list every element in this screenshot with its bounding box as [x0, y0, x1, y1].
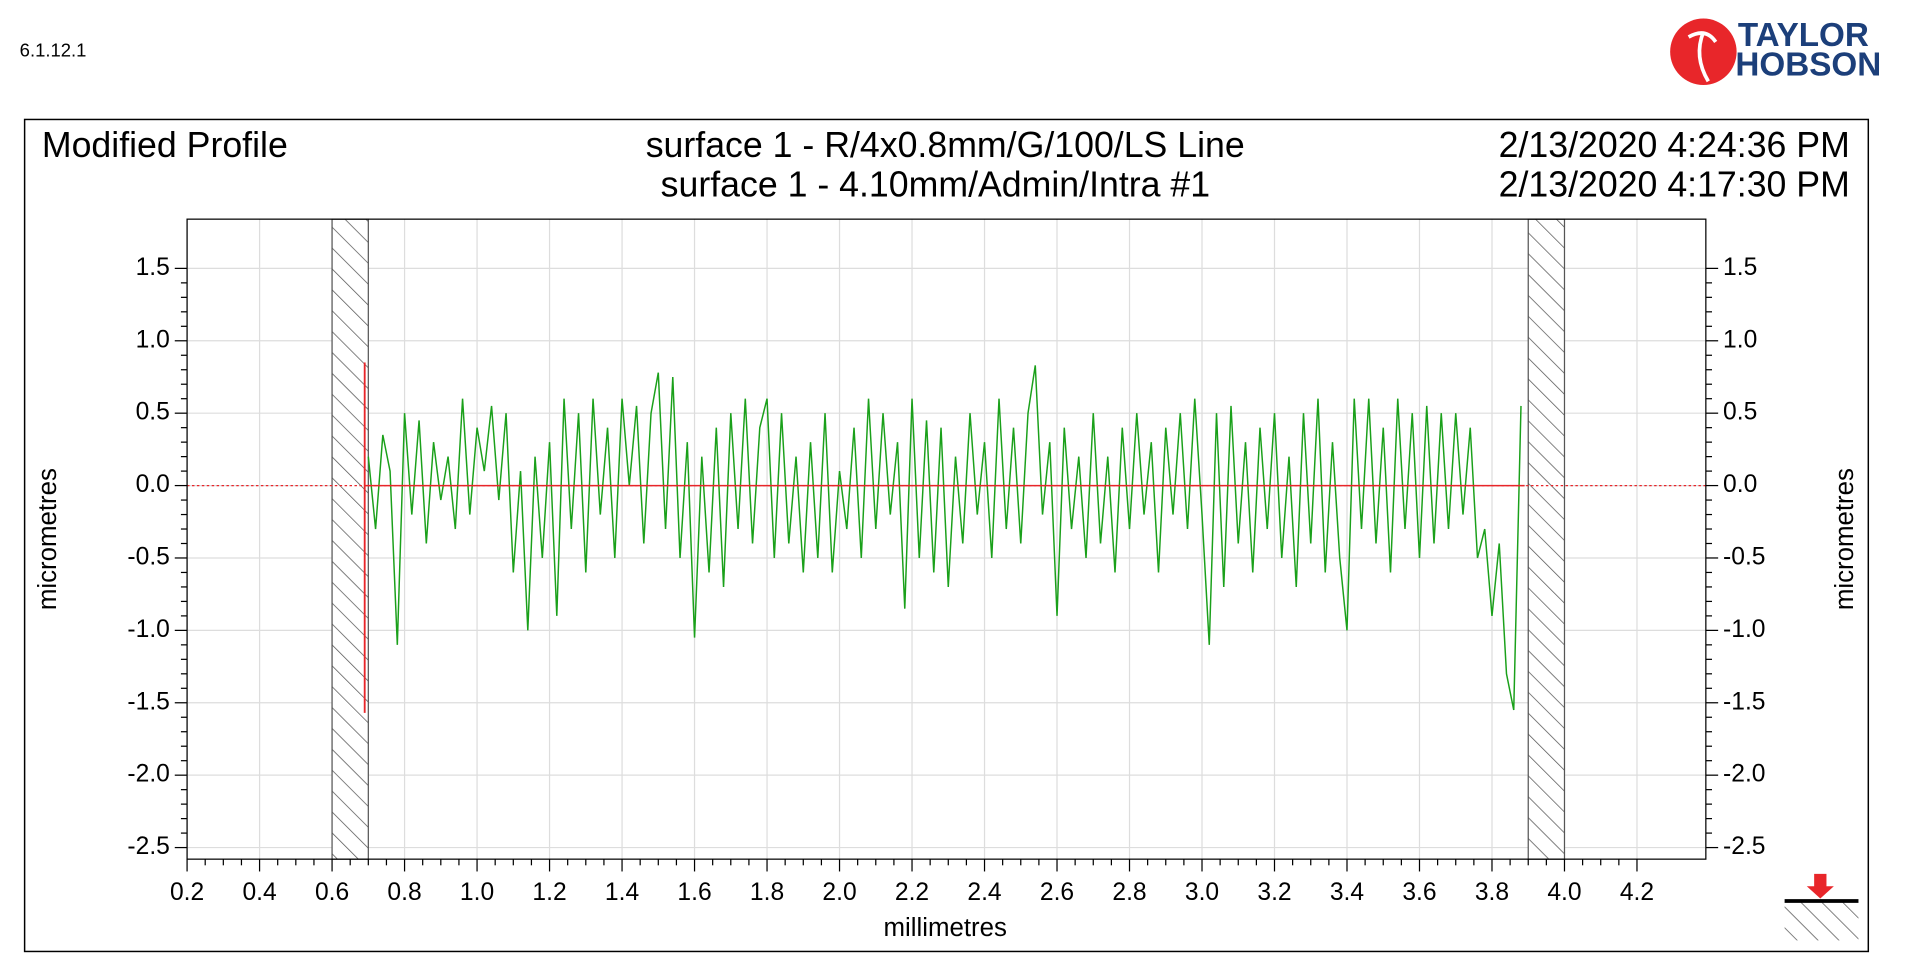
y-tick-label: -1.0 — [127, 616, 169, 643]
excluded-region — [1527, 218, 1566, 860]
x-tick-label: 1.4 — [605, 879, 639, 906]
x-tick-label: 1.0 — [460, 879, 494, 906]
icon-hatch — [1784, 901, 1859, 941]
y-tick-label: -2.0 — [1723, 761, 1765, 788]
x-tick-label: 0.2 — [170, 879, 204, 906]
y-tick-label: 1.5 — [136, 254, 170, 281]
x-tick-label: 1.6 — [677, 879, 711, 906]
x-tick-label: 3.2 — [1257, 879, 1291, 906]
logo-text: HOBSON — [1735, 46, 1881, 83]
y-tick-label: -0.5 — [127, 543, 169, 570]
frame — [23, 118, 1870, 953]
x-tick-label: 2.4 — [967, 879, 1001, 906]
x-tick-label: 0.6 — [315, 879, 349, 906]
icon-arrow — [1806, 873, 1834, 899]
plot-border — [186, 218, 1707, 860]
y-tick-label: 0.5 — [136, 399, 170, 426]
y-tick-label: 0.0 — [136, 471, 170, 498]
x-tick-label: 2.8 — [1112, 879, 1146, 906]
y-tick-label: 0.0 — [1723, 471, 1757, 498]
x-tick-label: 1.8 — [750, 879, 784, 906]
profile-line — [367, 365, 1522, 711]
x-tick-label: 3.8 — [1475, 879, 1509, 906]
logo-mark — [1670, 18, 1737, 86]
y-tick-label: 1.0 — [136, 326, 170, 353]
x-tick-label: 1.2 — [532, 879, 566, 906]
logo: TAYLOR HOBSON — [1670, 17, 1881, 86]
chart-title: Modified Profile — [42, 125, 288, 165]
x-tick-label: 0.4 — [242, 879, 276, 906]
plot: 0.2 0.4 0.6 0.8 1.0 1.2 1.4 1.6 1.8 2.0 2.2 2.4 2.6 2… — [127, 218, 1765, 906]
logo-glyph — [1687, 31, 1718, 83]
y-tick-label: -0.5 — [1723, 543, 1765, 570]
x-tick-label: 4.0 — [1547, 879, 1581, 906]
version: 6.1.12.1 — [20, 40, 87, 61]
date: 2/13/2020 4:24:36 PM — [1499, 125, 1850, 165]
y-axis-label: micrometres — [1831, 468, 1859, 610]
x-tick-label: 2.2 — [895, 879, 929, 906]
x-tick-label: 2.0 — [822, 879, 856, 906]
y-tick-label: -2.0 — [127, 761, 169, 788]
y-tick-label: 1.0 — [1723, 326, 1757, 353]
x-tick-label: 0.8 — [387, 879, 421, 906]
export-icon — [1784, 873, 1859, 941]
x-tick-label: 3.4 — [1330, 879, 1364, 906]
x-tick-label: 3.6 — [1402, 879, 1436, 906]
x-tick-label: 2.6 — [1040, 879, 1074, 906]
y-tick-label: -1.5 — [1723, 688, 1765, 715]
logo-text: TAYLOR — [1738, 17, 1869, 54]
y-axis-label: micrometres — [34, 468, 62, 610]
x-tick-label: 3.0 — [1185, 879, 1219, 906]
y-tick-label: -2.5 — [1723, 833, 1765, 860]
excluded-region — [331, 218, 369, 860]
y-tick-label: -1.5 — [127, 688, 169, 715]
date: 2/13/2020 4:17:30 PM — [1499, 165, 1850, 205]
subtitle: surface 1 - 4.10mm/Admin/Intra #1 — [661, 165, 1210, 205]
y-tick-label: 0.5 — [1723, 399, 1757, 426]
y-tick-label: 1.5 — [1723, 254, 1757, 281]
x-tick-label: 4.2 — [1620, 879, 1654, 906]
subtitle: surface 1 - R/4x0.8mm/G/100/LS Line — [646, 125, 1245, 165]
y-tick-label: -1.0 — [1723, 616, 1765, 643]
x-axis-label: millimetres — [884, 914, 1007, 942]
y-tick-label: -2.5 — [127, 833, 169, 860]
